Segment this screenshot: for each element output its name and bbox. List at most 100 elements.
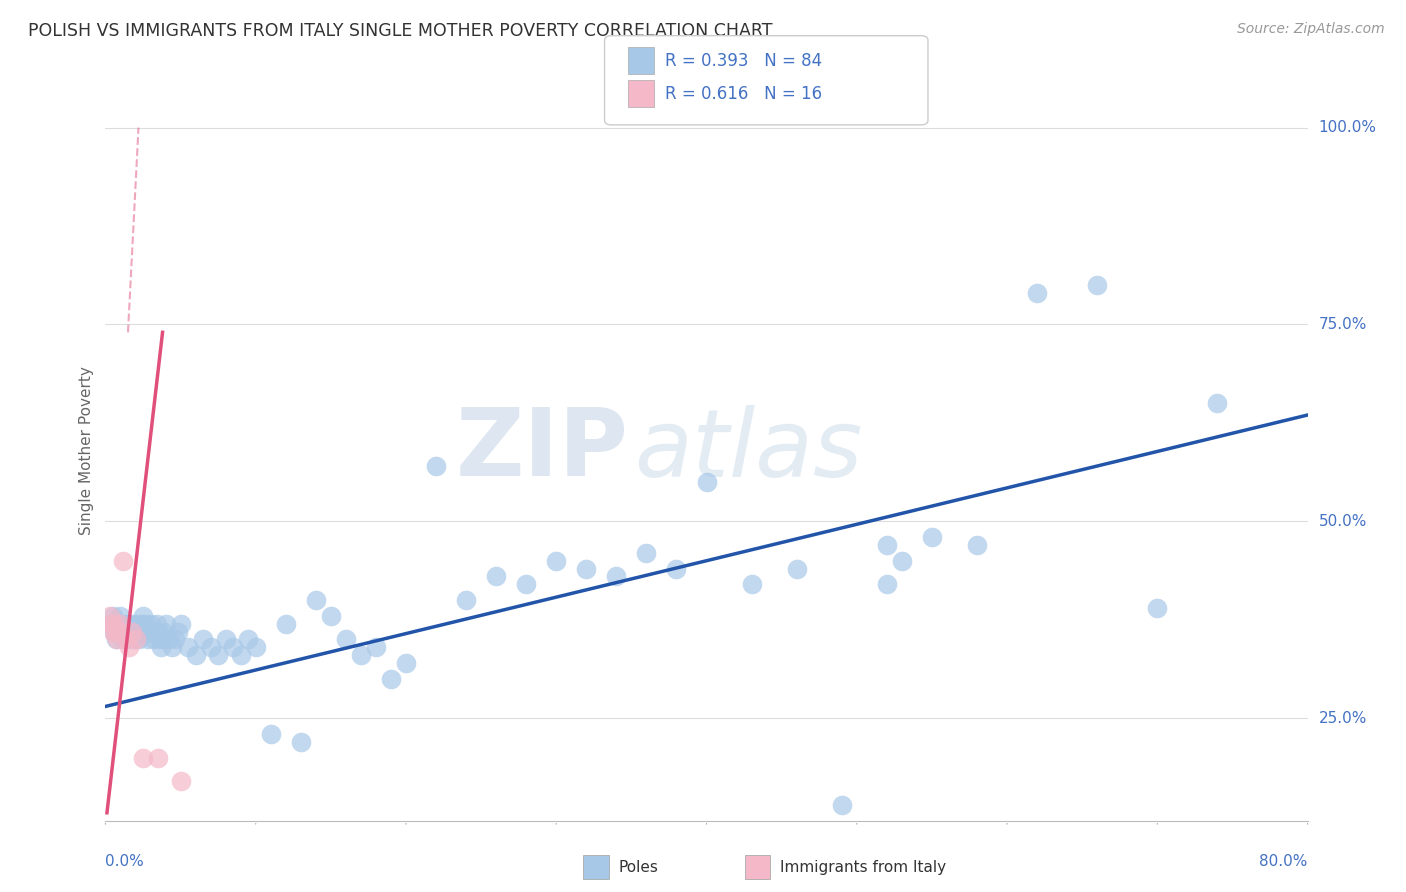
Point [335, 632, 357, 647]
Text: 75.0%: 75.0% [1319, 317, 1367, 332]
Text: 100.0%: 100.0% [1319, 120, 1376, 135]
Y-axis label: Single Mother Poverty: Single Mother Poverty [79, 366, 94, 535]
Point [665, 561, 688, 575]
Point [145, 616, 167, 631]
Point [152, 632, 174, 647]
Point [200, 640, 222, 655]
Point [98, 616, 121, 631]
Point [143, 624, 166, 639]
Point [169, 774, 191, 789]
Point [155, 616, 177, 631]
Point [101, 608, 124, 623]
Point [136, 632, 159, 647]
Point [921, 530, 943, 544]
Point [146, 624, 169, 639]
Point [425, 459, 447, 474]
Point [110, 616, 132, 631]
Point [146, 750, 169, 764]
Point [515, 577, 537, 591]
Point [101, 624, 124, 639]
Point [128, 632, 150, 647]
Point [115, 624, 138, 639]
Point [129, 624, 152, 639]
Text: ZIP: ZIP [456, 404, 628, 497]
Point [214, 632, 236, 647]
Point [1026, 285, 1049, 300]
Point [229, 648, 252, 663]
Text: atlas: atlas [634, 405, 863, 496]
Point [1206, 396, 1229, 410]
Point [238, 632, 260, 647]
Point [831, 797, 853, 812]
Point [876, 577, 898, 591]
Point [290, 735, 312, 749]
Point [169, 616, 191, 631]
Point [207, 648, 229, 663]
Point [222, 640, 245, 655]
Point [114, 616, 136, 631]
Point [741, 577, 763, 591]
Point [305, 593, 328, 607]
Point [245, 640, 267, 655]
Point [112, 554, 135, 568]
Point [364, 640, 387, 655]
Point [120, 624, 142, 639]
Text: 50.0%: 50.0% [1319, 514, 1367, 529]
Point [103, 616, 125, 631]
Point [117, 616, 139, 631]
Point [104, 632, 127, 647]
Point [121, 624, 143, 639]
Point [150, 640, 173, 655]
Point [107, 616, 129, 631]
Point [876, 538, 898, 552]
Text: 25.0%: 25.0% [1319, 711, 1367, 726]
Point [454, 593, 477, 607]
Point [141, 624, 163, 639]
Point [319, 608, 342, 623]
Point [107, 632, 129, 647]
Point [153, 624, 176, 639]
Text: Source: ZipAtlas.com: Source: ZipAtlas.com [1237, 22, 1385, 37]
Point [605, 569, 627, 583]
Point [163, 632, 186, 647]
Point [118, 640, 141, 655]
Text: 80.0%: 80.0% [1260, 854, 1308, 869]
Text: POLISH VS IMMIGRANTS FROM ITALY SINGLE MOTHER POVERTY CORRELATION CHART: POLISH VS IMMIGRANTS FROM ITALY SINGLE M… [28, 22, 773, 40]
Point [890, 554, 912, 568]
Point [485, 569, 508, 583]
Point [380, 672, 402, 686]
Point [111, 624, 134, 639]
Point [274, 616, 297, 631]
Point [132, 750, 155, 764]
Point [575, 561, 598, 575]
Point [115, 632, 138, 647]
Point [121, 616, 143, 631]
Text: 0.0%: 0.0% [105, 854, 145, 869]
Point [100, 616, 122, 631]
Point [118, 632, 141, 647]
Point [184, 648, 207, 663]
Point [546, 554, 568, 568]
Point [138, 624, 160, 639]
Point [132, 608, 155, 623]
Point [104, 624, 127, 639]
Point [112, 632, 135, 647]
Point [160, 640, 183, 655]
Text: Immigrants from Italy: Immigrants from Italy [780, 860, 946, 874]
Point [1085, 278, 1108, 293]
Point [177, 640, 200, 655]
Point [108, 624, 131, 639]
Point [260, 727, 283, 741]
Point [135, 616, 157, 631]
Text: R = 0.393   N = 84: R = 0.393 N = 84 [665, 52, 823, 70]
Text: R = 0.616   N = 16: R = 0.616 N = 16 [665, 85, 823, 103]
Point [148, 632, 170, 647]
Point [191, 632, 214, 647]
Point [98, 608, 121, 623]
Point [103, 624, 125, 639]
Point [966, 538, 988, 552]
Point [350, 648, 373, 663]
Point [1146, 601, 1168, 615]
Point [636, 546, 658, 560]
Point [110, 608, 132, 623]
